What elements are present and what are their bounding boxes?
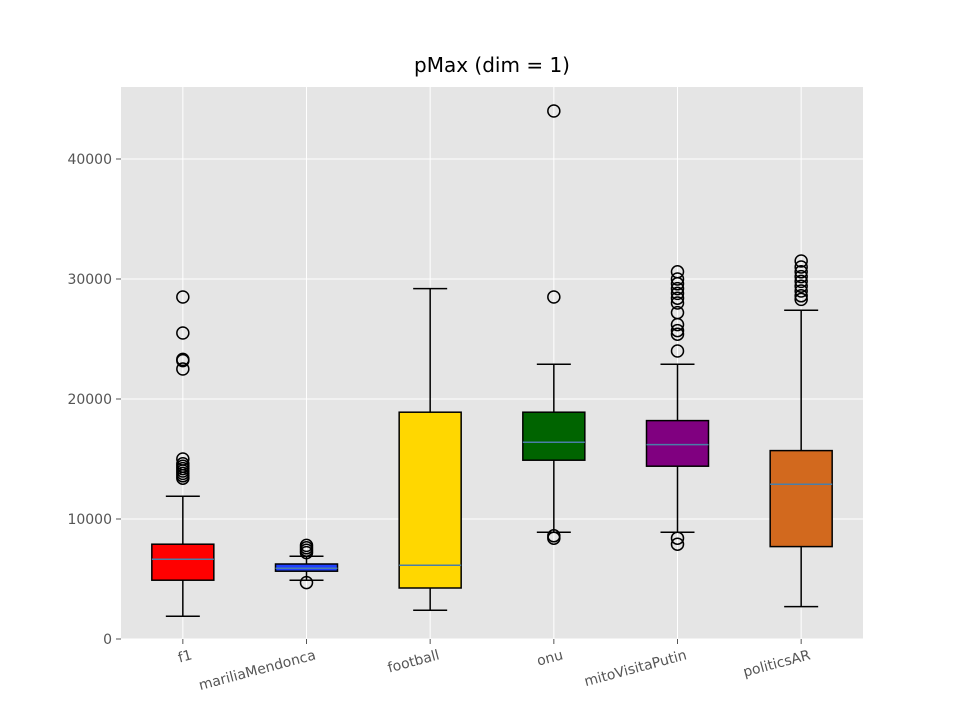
outlier-point	[670, 296, 685, 310]
x-axis: f1 mariliaMendonca football onu mitoVisitaPu…	[176, 639, 812, 694]
outlier-point	[670, 281, 685, 296]
box-body	[769, 449, 833, 548]
y-tick-label: 0	[103, 632, 112, 648]
x-tick-label: football	[386, 647, 441, 676]
outlier-point	[670, 272, 685, 286]
outlier-point	[794, 274, 808, 289]
box-football	[398, 287, 462, 611]
outlier-point	[670, 323, 685, 338]
outlier-point	[176, 352, 190, 367]
box-onu	[522, 104, 586, 545]
x-tick-label: mariliaMendonca	[197, 647, 317, 694]
outlier-point	[794, 284, 808, 298]
y-tick-label: 10000	[67, 512, 112, 528]
outlier-point	[176, 362, 190, 376]
outlier-point	[176, 326, 190, 340]
chart-title: pMax (dim = 1)	[414, 53, 570, 77]
y-tick-label: 40000	[67, 152, 112, 168]
boxes	[151, 104, 833, 617]
box-body	[151, 543, 215, 581]
outlier-point	[794, 265, 808, 279]
box-f1	[151, 290, 215, 617]
outlier-point	[547, 104, 561, 118]
box-mitoVisitaPutin	[645, 265, 710, 551]
outlier-point	[299, 575, 314, 590]
box-politicsAR	[769, 254, 833, 608]
x-tick-label: mitoVisitaPutin	[583, 647, 689, 690]
y-tick-label: 20000	[67, 392, 112, 408]
outlier-point	[794, 254, 808, 268]
outlier-point	[176, 452, 190, 466]
box-body	[645, 419, 710, 467]
outlier-point	[547, 529, 561, 543]
outlier-point	[794, 289, 808, 303]
outlier-point	[794, 279, 808, 293]
outlier-point	[794, 292, 808, 307]
outlier-point	[670, 537, 685, 551]
outlier-point	[670, 327, 685, 341]
x-tick-label: onu	[535, 647, 565, 669]
outlier-point	[176, 290, 190, 304]
outlier-point	[794, 260, 808, 274]
x-tick-label: f1	[176, 647, 194, 666]
y-tick-label: 30000	[67, 272, 112, 288]
outlier-point	[670, 531, 685, 545]
box-mariliaMendonca	[274, 538, 339, 590]
x-tick-label: politicsAR	[742, 647, 813, 680]
y-axis: 0 10000 20000 30000 40000	[67, 152, 121, 648]
outlier-point	[794, 269, 808, 284]
plot-area	[121, 87, 863, 639]
box-body	[398, 411, 462, 589]
outlier-point	[670, 305, 685, 320]
box-body	[522, 411, 586, 461]
outlier-point	[670, 344, 685, 358]
outlier-point	[299, 538, 314, 553]
outlier-point	[547, 290, 561, 304]
outlier-point	[670, 265, 685, 279]
outlier-point	[670, 286, 685, 301]
outlier-point	[670, 291, 685, 305]
outlier-point	[176, 457, 190, 471]
